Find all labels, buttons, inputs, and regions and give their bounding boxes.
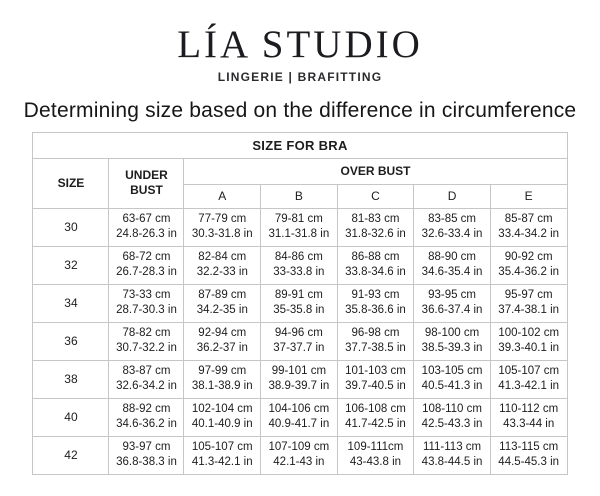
cup-c-range: 106-108 cm 41.7-42.5 in [336, 397, 415, 437]
cup-b-range: 89-91 cm 35-35.8 in [260, 283, 338, 323]
cup-d-range: 88-90 cm 34.6-35.4 in [413, 245, 491, 285]
cup-b-range: 104-106 cm 40.9-41.7 in [260, 397, 338, 437]
column-header-cup-e: E [489, 183, 568, 209]
size-value: 42 [32, 435, 110, 475]
cup-c-range: 86-88 cm 33.8-34.6 in [336, 245, 415, 285]
size-value: 30 [32, 207, 110, 247]
column-header-cup-d: D [413, 183, 491, 209]
cup-e-range: 95-97 cm 37.4-38.1 in [489, 283, 568, 323]
cup-c-range: 91-93 cm 35.8-36.6 in [336, 283, 415, 323]
cup-d-range: 98-100 cm 38.5-39.3 in [413, 321, 491, 361]
cup-a-range: 105-107 cm 41.3-42.1 in [183, 435, 262, 475]
cup-d-range: 103-105 cm 40.5-41.3 in [413, 359, 491, 399]
cup-b-range: 99-101 cm 38.9-39.7 in [260, 359, 338, 399]
cup-b-range: 84-86 cm 33-33.8 in [260, 245, 338, 285]
column-header-size: SIZE [32, 157, 110, 209]
brand-header: LÍA STUDIO LINGERIE | BRAFITTING [0, 0, 600, 84]
cup-b-range: 107-109 cm 42.1-43 in [260, 435, 338, 475]
cup-e-range: 113-115 cm 44.5-45.3 in [489, 435, 568, 475]
table-title: SIZE FOR BRA [32, 131, 568, 159]
size-value: 40 [32, 397, 110, 437]
cup-a-range: 102-104 cm 40.1-40.9 in [183, 397, 262, 437]
table-row: 34 73-33 cm 28.7-30.3 in 87-89 cm 34.2-3… [32, 283, 568, 323]
cup-d-range: 93-95 cm 36.6-37.4 in [413, 283, 491, 323]
table-title-row: SIZE FOR BRA [32, 131, 568, 159]
under-bust-range: 68-72 cm 26.7-28.3 in [108, 245, 185, 285]
table-row: 40 88-92 cm 34.6-36.2 in 102-104 cm 40.1… [32, 397, 568, 437]
cup-e-range: 100-102 cm 39.3-40.1 in [489, 321, 568, 361]
cup-e-range: 90-92 cm 35.4-36.2 in [489, 245, 568, 285]
cup-a-range: 87-89 cm 34.2-35 in [183, 283, 262, 323]
table-row: 38 83-87 cm 32.6-34.2 in 97-99 cm 38.1-3… [32, 359, 568, 399]
cup-header-row: A B C D E [33, 183, 568, 209]
column-header-under-bust: UNDER BUST [108, 157, 185, 209]
bra-size-table: SIZE FOR BRA SIZE UNDER BUST OVER BUST A… [32, 131, 568, 475]
cup-b-range: 94-96 cm 37-37.7 in [260, 321, 338, 361]
cup-a-range: 92-94 cm 36.2-37 in [183, 321, 262, 361]
cup-a-range: 97-99 cm 38.1-38.9 in [183, 359, 262, 399]
cup-d-range: 108-110 cm 42.5-43.3 in [413, 397, 491, 437]
cup-c-range: 96-98 cm 37.7-38.5 in [336, 321, 415, 361]
table-row: 30 63-67 cm 24.8-26.3 in 77-79 cm 30.3-3… [32, 207, 568, 247]
table-row: 32 68-72 cm 26.7-28.3 in 82-84 cm 32.2-3… [32, 245, 568, 285]
brand-logo: LÍA STUDIO [177, 23, 423, 66]
cup-b-range: 79-81 cm 31.1-31.8 in [260, 207, 338, 247]
size-value: 38 [32, 359, 110, 399]
cup-c-range: 101-103 cm 39.7-40.5 in [336, 359, 415, 399]
table-header-row: SIZE UNDER BUST OVER BUST [32, 157, 568, 209]
table-row: 36 78-82 cm 30.7-32.2 in 92-94 cm 36.2-3… [32, 321, 568, 361]
cup-e-range: 105-107 cm 41.3-42.1 in [489, 359, 568, 399]
cup-c-range: 109-111cm 43-43.8 in [336, 435, 415, 475]
under-bust-range: 63-67 cm 24.8-26.3 in [108, 207, 185, 247]
cup-a-range: 77-79 cm 30.3-31.8 in [183, 207, 262, 247]
cup-c-range: 81-83 cm 31.8-32.6 in [336, 207, 415, 247]
cup-a-range: 82-84 cm 32.2-33 in [183, 245, 262, 285]
cup-d-range: 111-113 cm 43.8-44.5 in [413, 435, 491, 475]
brand-tagline: LINGERIE | BRAFITTING [217, 69, 383, 84]
under-bust-range: 93-97 cm 36.8-38.3 in [108, 435, 185, 475]
column-header-over-bust: OVER BUST [183, 157, 568, 185]
column-header-cup-a: A [183, 183, 262, 209]
cup-d-range: 83-85 cm 32.6-33.4 in [413, 207, 491, 247]
table-row: 42 93-97 cm 36.8-38.3 in 105-107 cm 41.3… [32, 435, 568, 475]
column-header-cup-c: C [336, 183, 415, 209]
under-bust-range: 73-33 cm 28.7-30.3 in [108, 283, 185, 323]
page-title: Determining size based on the difference… [23, 98, 577, 122]
cup-e-range: 110-112 cm 43.3-44 in [489, 397, 568, 437]
size-value: 36 [32, 321, 110, 361]
under-bust-range: 83-87 cm 32.6-34.2 in [108, 359, 185, 399]
under-bust-range: 88-92 cm 34.6-36.2 in [108, 397, 185, 437]
under-bust-range: 78-82 cm 30.7-32.2 in [108, 321, 185, 361]
size-value: 32 [32, 245, 110, 285]
size-value: 34 [32, 283, 110, 323]
column-header-cup-b: B [260, 183, 338, 209]
cup-e-range: 85-87 cm 33.4-34.2 in [489, 207, 568, 247]
